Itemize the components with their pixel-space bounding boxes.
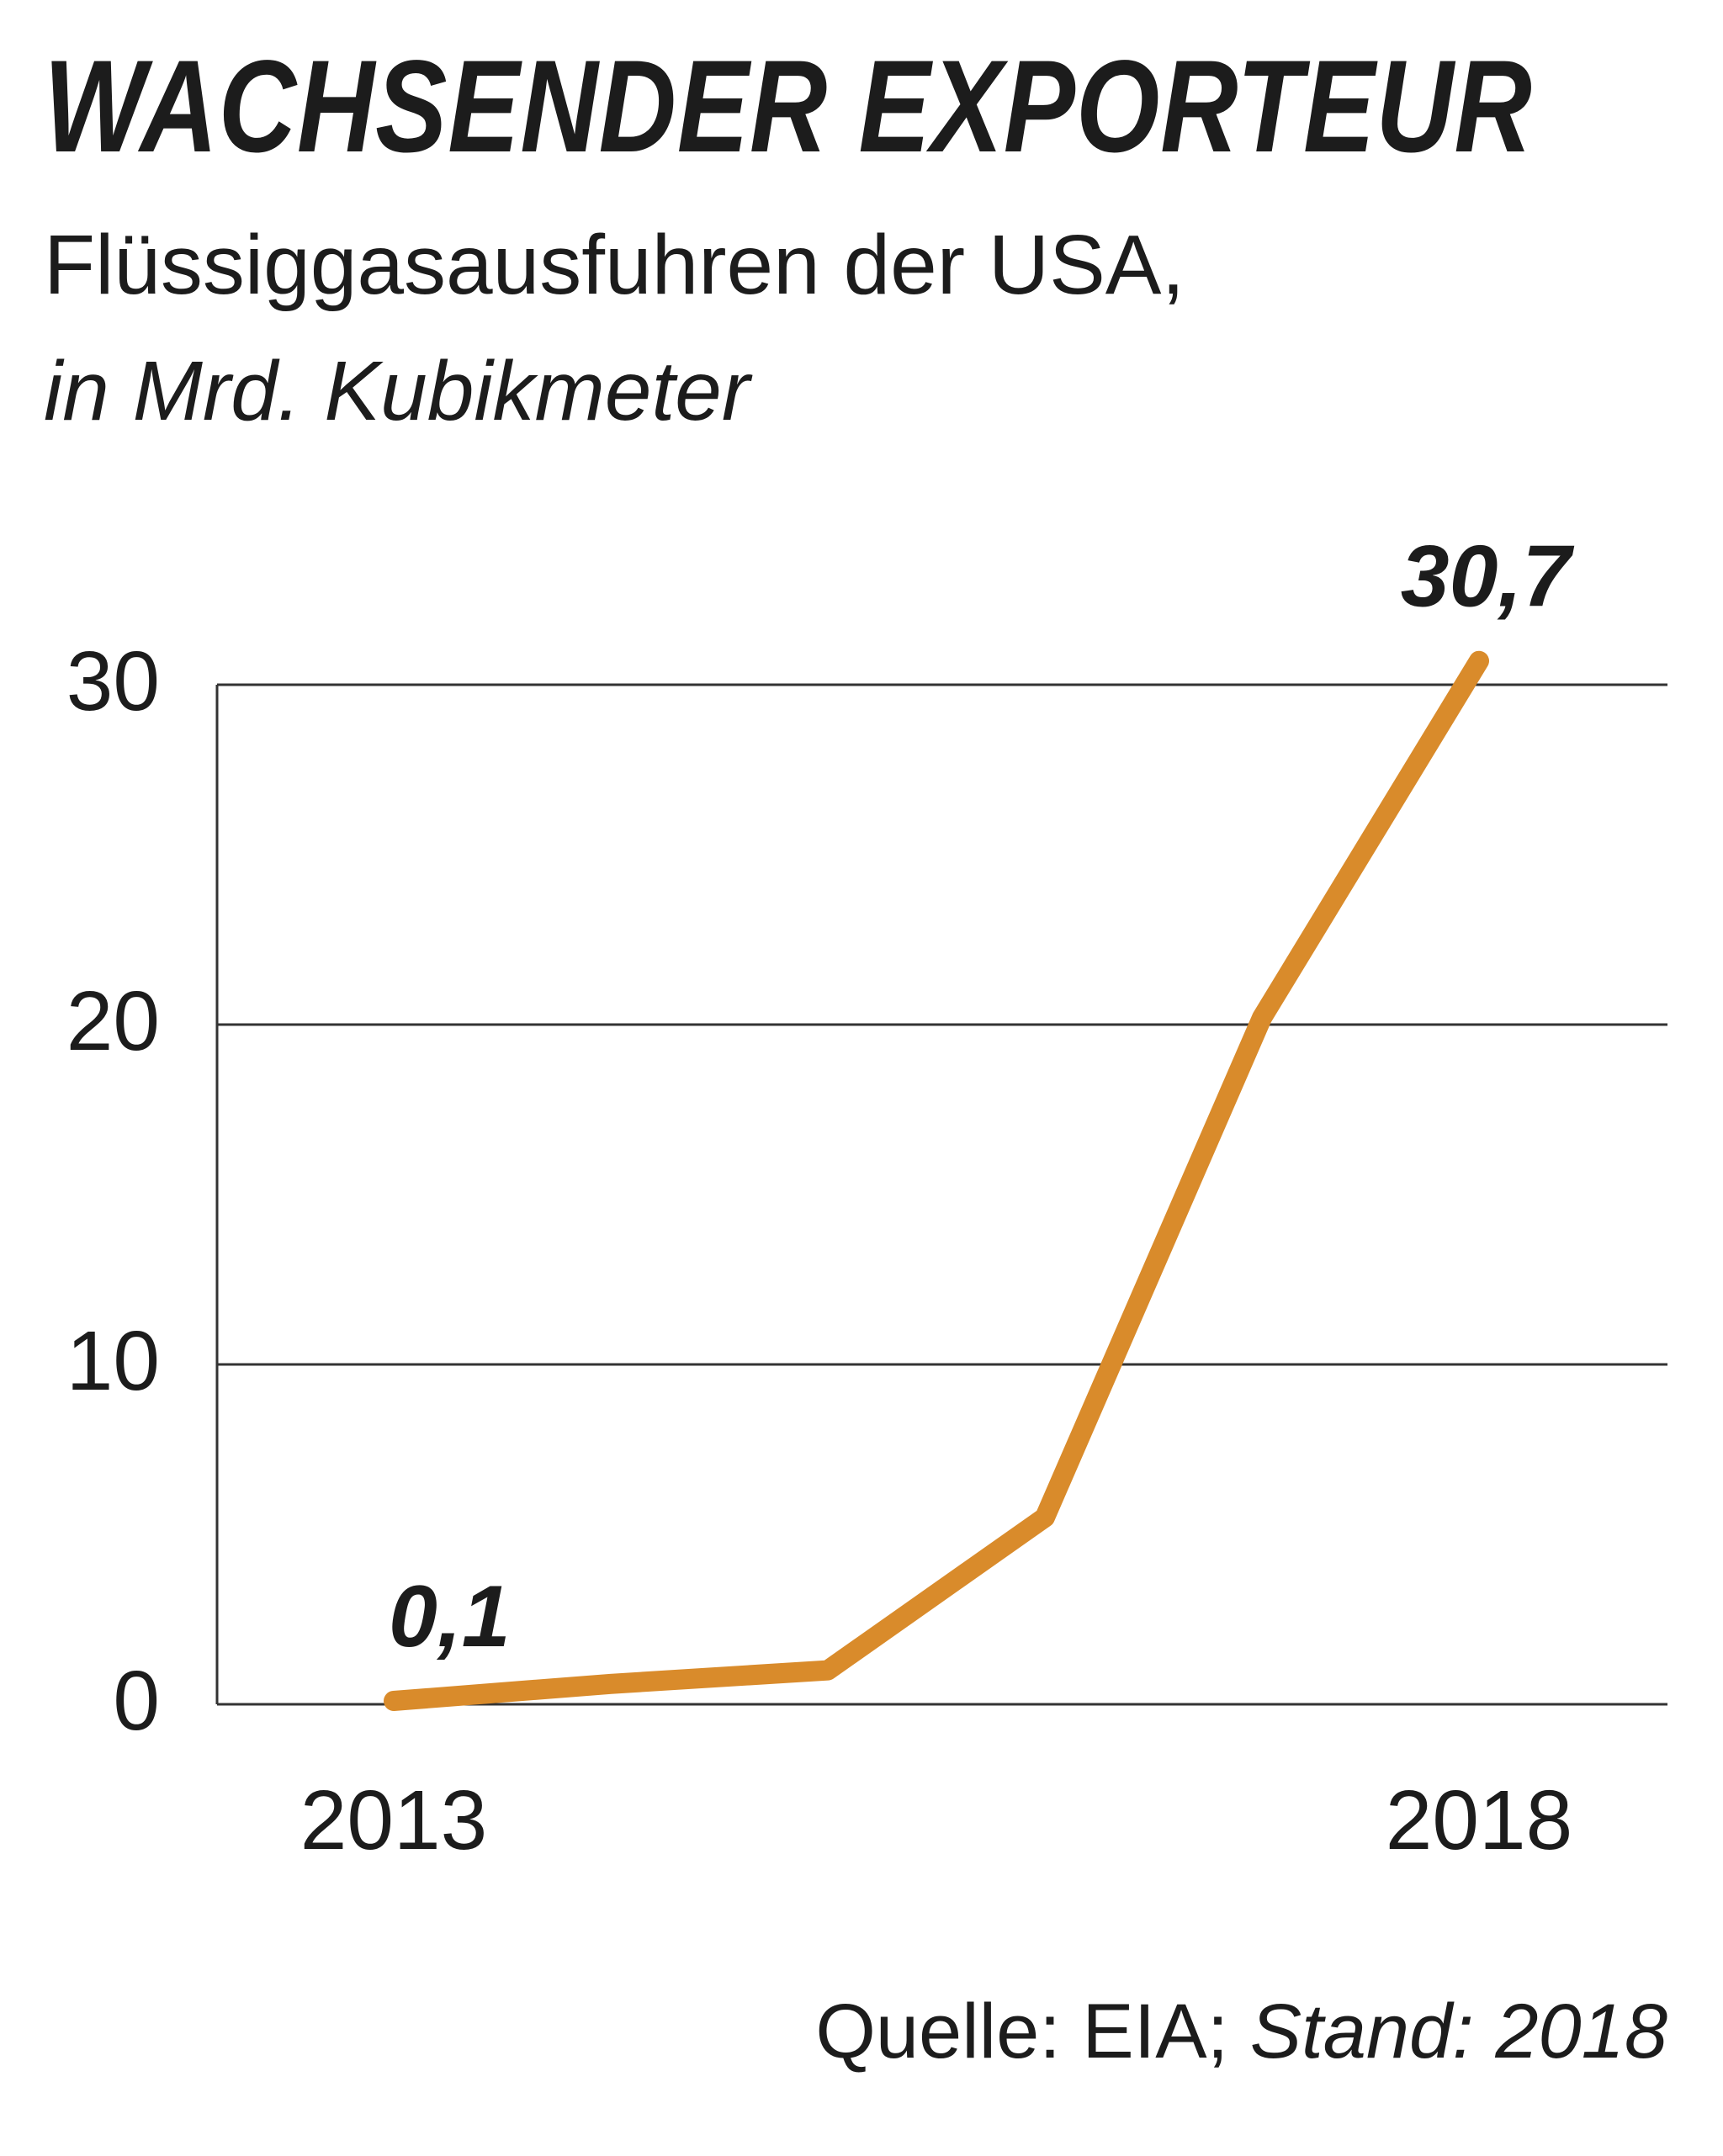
y-tick-label: 10 bbox=[66, 1314, 160, 1408]
x-tick-label: 2018 bbox=[1386, 1773, 1572, 1867]
series-lines bbox=[384, 650, 1489, 1711]
y-tick-label: 0 bbox=[113, 1654, 160, 1748]
source-note: Quelle: EIA; Stand: 2018 bbox=[815, 1985, 1667, 2078]
y-tick-label: 30 bbox=[66, 634, 160, 728]
subtitle-text: Flüssiggasausfuhren der USA, bbox=[44, 218, 1185, 312]
line-chart: 0 10 20 30 2013 2018 0,1 30,7 bbox=[66, 528, 1667, 1867]
chart-subtitle: Flüssiggasausfuhren der USA, in Mrd. Kub… bbox=[44, 202, 1185, 454]
data-labels: 0,1 30,7 bbox=[389, 528, 1574, 1666]
y-tick-label: 20 bbox=[66, 974, 160, 1068]
series-line bbox=[384, 650, 1489, 1711]
unit-label: in Mrd. Kubikmeter bbox=[44, 344, 750, 438]
x-tick-label: 2013 bbox=[300, 1773, 487, 1867]
x-tick-labels: 2013 2018 bbox=[300, 1773, 1572, 1867]
y-tick-labels: 0 10 20 30 bbox=[66, 634, 160, 1748]
source-date: Stand: 2018 bbox=[1249, 1989, 1667, 2074]
source-label: Quelle: EIA; bbox=[815, 1989, 1229, 2074]
data-label: 0,1 bbox=[389, 1568, 511, 1666]
grid-lines bbox=[217, 683, 1667, 1706]
data-label: 30,7 bbox=[1401, 528, 1575, 626]
chart-title: WACHSENDER EXPORTEUR bbox=[44, 34, 1533, 180]
